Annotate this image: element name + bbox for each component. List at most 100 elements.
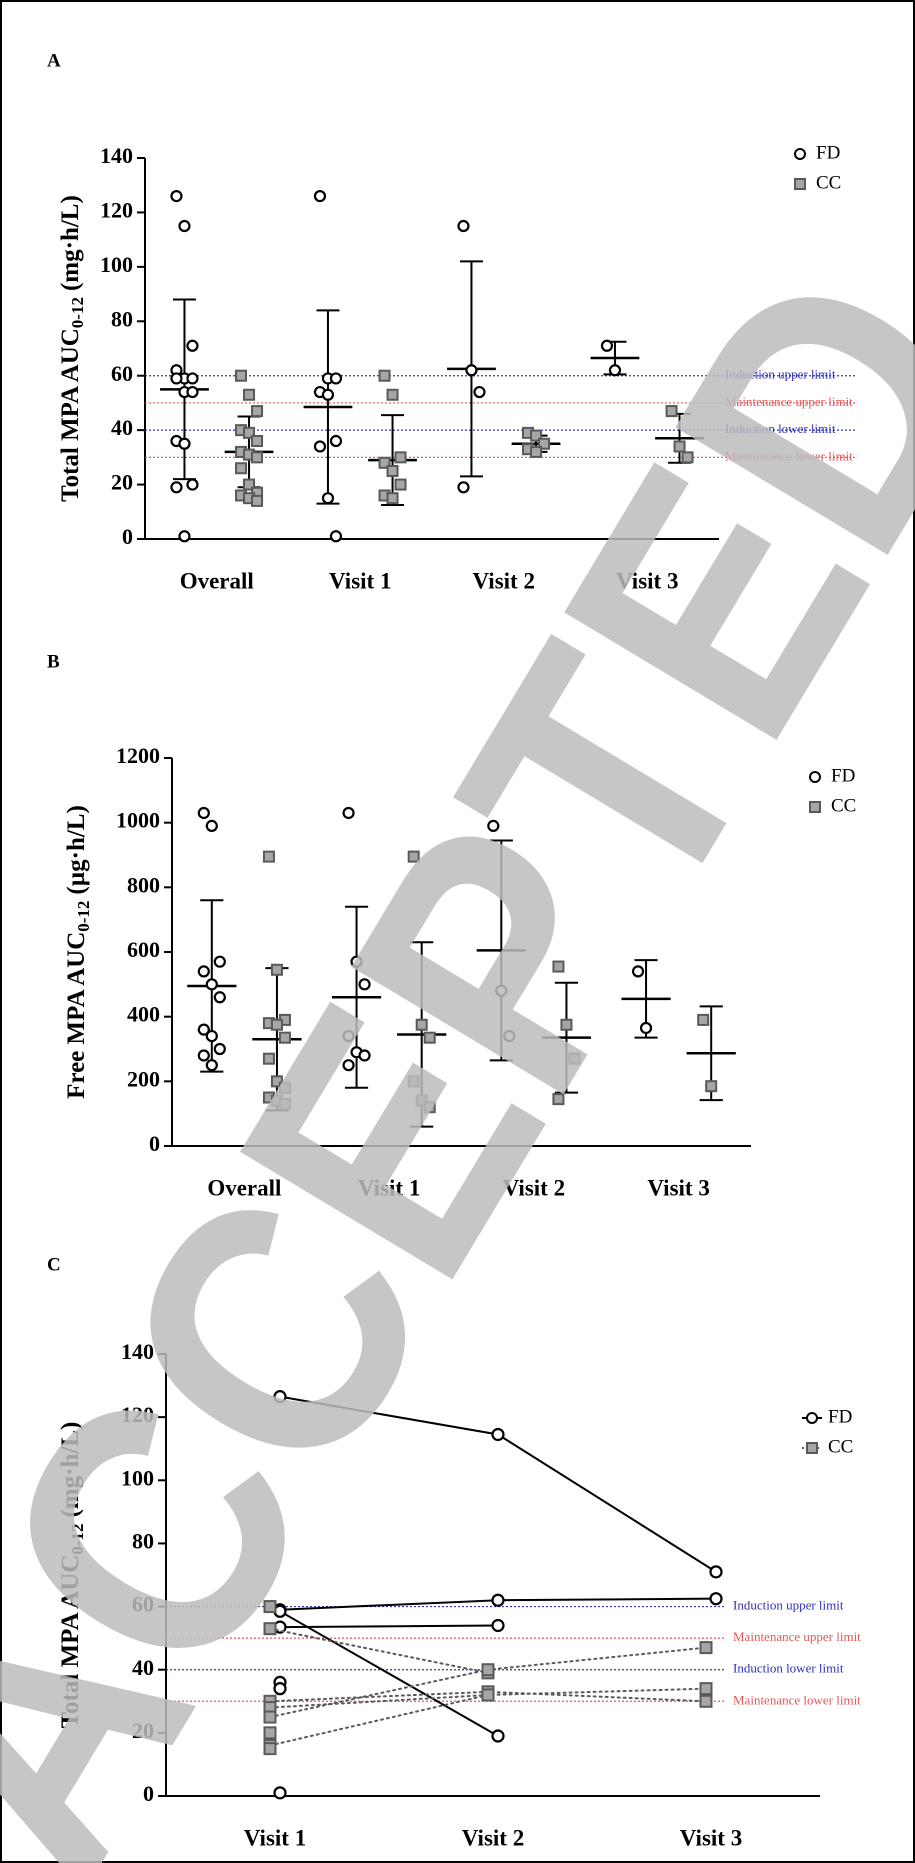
data-point [197,1023,210,1036]
data-point [350,955,363,968]
data-point [342,806,355,820]
data-point [386,464,399,477]
reference-label: Induction lower limit [725,421,836,436]
data-point [186,372,199,385]
data-point [262,1052,275,1065]
data-point [495,984,508,997]
x-tick-label: Overall [180,568,254,593]
panel-label: C [47,1254,61,1275]
data-point [263,1710,277,1724]
data-point [270,963,283,976]
reference-label: Maintenance upper limit [725,394,853,409]
data-point [251,435,264,448]
y-tick-label: 200 [127,1066,160,1091]
data-point [665,405,678,418]
data-point [213,1042,226,1056]
data-point [251,405,264,418]
legend-marker [794,148,806,160]
data-point [491,1593,505,1607]
y-axis-label: Total MPA AUC0-12 (mg·h/L) [57,1422,87,1729]
data-point [568,1052,581,1065]
data-point [213,955,226,968]
data-point [699,1641,713,1655]
y-tick-label: 600 [127,937,160,962]
data-point [205,819,218,833]
panel-label: B [47,651,60,672]
data-point [394,478,407,491]
x-tick-label: Visit 1 [358,1175,420,1200]
y-tick-label: 20 [132,1718,154,1743]
data-point [270,1075,283,1088]
data-point [697,1013,710,1026]
data-point [178,530,191,543]
data-point [273,1682,287,1696]
y-tick-label: 120 [100,197,133,222]
data-point [552,1093,565,1106]
y-tick-label: 0 [122,524,133,549]
data-point [631,965,645,978]
y-tick-label: 800 [127,872,160,897]
data-point [197,965,210,978]
y-tick-label: 40 [132,1655,154,1680]
data-point [673,440,686,453]
x-tick-label: Overall [207,1175,281,1200]
data-point [178,437,191,450]
data-point [378,456,391,469]
data-point [394,451,407,464]
patient-line [279,1624,499,1629]
reference-label: Induction lower limit [733,1661,844,1676]
legend-label: FD [828,1406,852,1427]
y-label-unit: (µg·h/L) [63,805,90,894]
panel-label: A [47,50,61,71]
y-tick-label: 60 [132,1592,154,1617]
y-tick-label: 60 [111,361,133,386]
legend-marker [806,1442,818,1454]
data-point [313,190,327,203]
data-point [709,1592,723,1606]
y-label-sub: 0-12 [74,901,93,932]
data-point [481,1688,495,1702]
data-point [407,1075,420,1088]
data-point [465,364,478,377]
legend-label: CC [831,795,856,816]
y-axis-label: Total MPA AUC0-12 (mg·h/L) [57,195,87,502]
data-point [313,440,327,453]
x-tick-label: Visit 2 [503,1175,565,1200]
x-tick-label: Visit 1 [244,1825,306,1850]
data-point [243,388,256,401]
legend-marker [794,178,806,190]
x-tick-label: Visit 2 [462,1825,524,1850]
x-tick-label: Visit 3 [680,1825,742,1850]
data-point [378,369,391,382]
data-point [197,806,210,820]
legend-label: CC [828,1436,853,1457]
data-point [415,1094,428,1107]
data-point [251,494,264,507]
data-point [205,1029,218,1043]
data-point [457,219,470,233]
data-point [278,1081,291,1094]
data-point [235,462,248,475]
data-point [457,481,470,494]
data-point [407,850,420,863]
legend-label: FD [816,142,840,163]
y-tick-label: 80 [111,306,133,331]
data-point [386,492,399,505]
data-point [503,1029,516,1043]
data-point [538,437,551,450]
legend-marker [806,1412,818,1424]
data-point [263,1742,277,1756]
data-point [235,369,248,382]
data-point [342,1029,355,1043]
data-point [699,1682,713,1696]
data-point [386,388,399,401]
reference-label: Induction upper limit [733,1598,844,1613]
reference-label: Induction upper limit [725,367,836,382]
x-tick-label: Visit 3 [616,568,678,593]
data-point [491,1729,505,1743]
y-tick-label: 400 [127,1002,160,1027]
data-point [278,1031,291,1044]
y-tick-label: 40 [111,415,133,440]
legend-label: FD [831,765,855,786]
